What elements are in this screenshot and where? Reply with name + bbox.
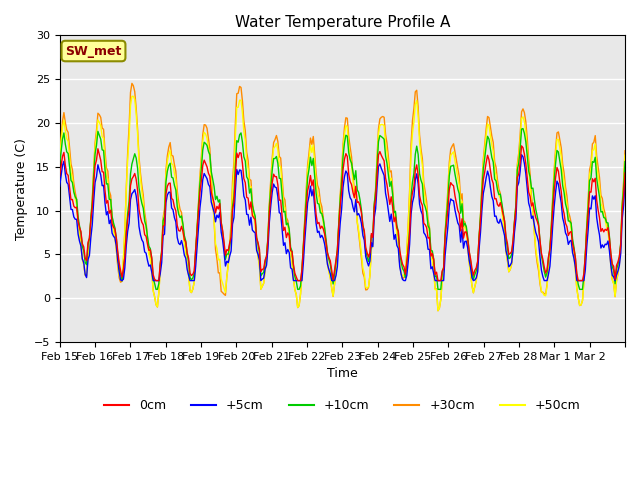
Legend: 0cm, +5cm, +10cm, +30cm, +50cm: 0cm, +5cm, +10cm, +30cm, +50cm xyxy=(99,394,586,417)
Title: Water Temperature Profile A: Water Temperature Profile A xyxy=(235,15,450,30)
Text: SW_met: SW_met xyxy=(65,45,122,58)
X-axis label: Time: Time xyxy=(327,367,358,380)
Y-axis label: Temperature (C): Temperature (C) xyxy=(15,138,28,240)
